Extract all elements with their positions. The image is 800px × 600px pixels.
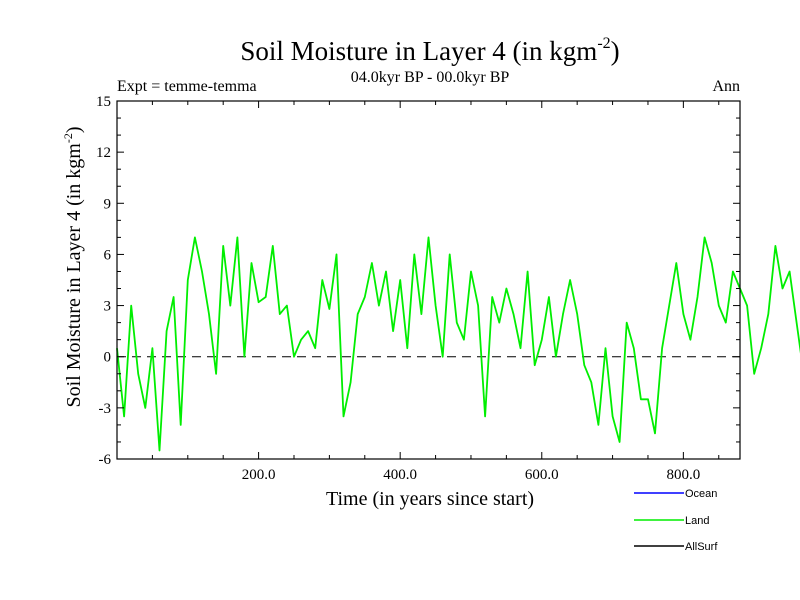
x-tick-label: 400.0 <box>383 467 417 483</box>
x-axis-label: Time (in years since start) <box>326 488 534 510</box>
y-tick-label: -6 <box>99 452 112 468</box>
chart-title-close: ) <box>611 36 620 66</box>
legend-item-ocean: Ocean <box>634 488 717 500</box>
y-axis-label: Soil Moisture in Layer 4 (in kgm-2) <box>61 126 85 407</box>
y-tick-label: 3 <box>104 299 112 315</box>
chart-title-main: Soil Moisture in Layer 4 (in kgm <box>240 36 597 66</box>
plot-area: -6 -3 0 3 6 9 12 15 200.0 400.0 600.0 800.0 <box>96 94 800 483</box>
experiment-label: Expt = temme-temma <box>117 78 257 95</box>
y-axis-label-close: ) <box>63 126 85 133</box>
y-tick-label: 15 <box>96 94 111 110</box>
y-axis-label-superscript: -2 <box>61 133 75 143</box>
y-tick-label: 12 <box>96 145 111 161</box>
legend-label-land: Land <box>685 515 709 527</box>
legend: Ocean Land AllSurf <box>634 488 718 553</box>
legend-item-land: Land <box>634 515 709 527</box>
x-tick-label: 200.0 <box>242 467 276 483</box>
season-label: Ann <box>712 78 740 95</box>
series-line-land <box>116 236 800 452</box>
legend-label-ocean: Ocean <box>685 488 717 500</box>
y-tick-label: 0 <box>104 350 112 366</box>
y-tick-label: -3 <box>99 401 112 417</box>
x-tick-label: 800.0 <box>666 467 700 483</box>
legend-label-allsurf: AllSurf <box>685 541 718 553</box>
x-tick-label: 600.0 <box>525 467 559 483</box>
y-axis-label-main: Soil Moisture in Layer 4 (in kgm <box>63 143 85 408</box>
chart-title: Soil Moisture in Layer 4 (in kgm-2) <box>240 35 619 66</box>
chart-subtitle: 04.0kyr BP - 00.0kyr BP <box>351 69 510 86</box>
chart-title-superscript: -2 <box>597 35 610 52</box>
y-tick-label: 6 <box>104 247 112 263</box>
legend-item-allsurf: AllSurf <box>634 541 718 553</box>
y-tick-label: 9 <box>104 196 112 212</box>
axes-frame <box>116 100 741 460</box>
